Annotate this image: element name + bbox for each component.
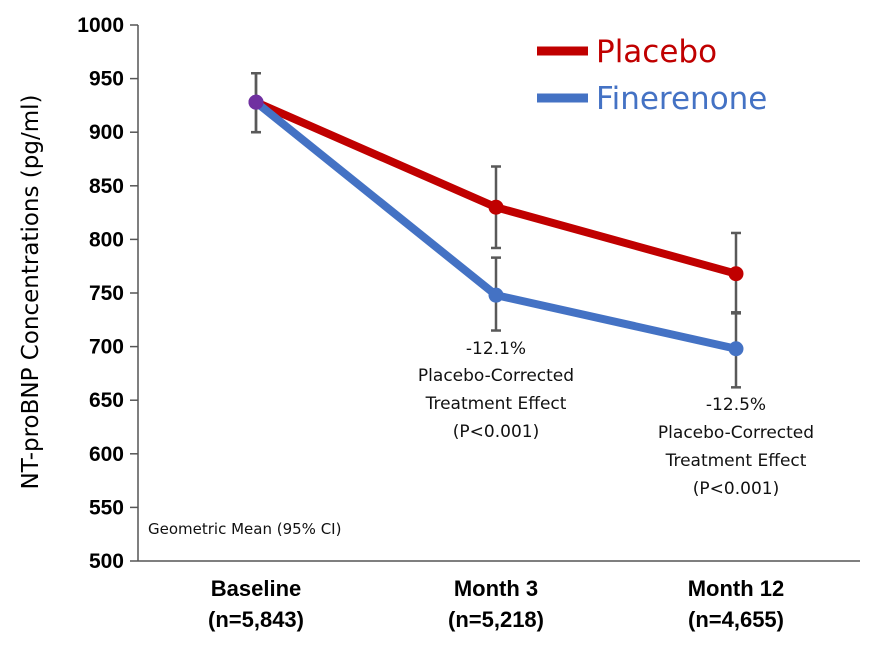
y-axis-label: NT-proBNP Concentrations (pg/ml) (18, 95, 44, 490)
y-tick-label: 1000 (77, 14, 124, 37)
y-tick-label: 550 (89, 496, 124, 519)
y-tick-label: 500 (89, 550, 124, 573)
note-geometric-mean: Geometric Mean (95% CI) (148, 520, 341, 538)
x-tick-sublabel: (n=5,218) (448, 607, 544, 632)
annotation-month12-line: -12.5% (706, 395, 766, 415)
x-tick-sublabel: (n=4,655) (688, 607, 784, 632)
y-tick-label: 600 (89, 443, 124, 466)
annotation-month12: -12.5% Placebo-Corrected Treatment Effec… (658, 395, 814, 499)
y-tick-label: 900 (89, 121, 124, 144)
y-tick-label: 750 (89, 282, 124, 305)
annotation-month3-line: Placebo-Corrected (418, 366, 574, 386)
text-layer: NT-proBNP Concentrations (pg/ml) Geometr… (18, 34, 814, 538)
y-tick-label: 700 (89, 336, 124, 359)
annotation-month3-line: -12.1% (466, 339, 526, 359)
legend-label-finerenone: Finerenone (596, 81, 767, 117)
data-point-finerenone (728, 341, 744, 357)
x-tick-label: Month 12 (688, 576, 785, 601)
annotation-month12-line: Placebo-Corrected (658, 423, 814, 443)
series-layer (248, 71, 744, 389)
y-tick-label: 950 (89, 68, 124, 91)
annotation-month12-line: (P<0.001) (693, 479, 779, 499)
data-point-placebo (488, 199, 504, 215)
annotation-month12-line: Treatment Effect (665, 451, 807, 471)
x-tick-label: Baseline (211, 576, 302, 601)
annotation-month3-line: Treatment Effect (425, 394, 567, 414)
data-point-finerenone (248, 94, 264, 110)
legend-label-placebo: Placebo (596, 34, 717, 70)
annotation-month3: -12.1% Placebo-Corrected Treatment Effec… (418, 339, 574, 442)
data-point-finerenone (488, 287, 504, 303)
y-tick-label: 850 (89, 175, 124, 198)
y-tick-label: 800 (89, 228, 124, 251)
x-tick-label: Month 3 (454, 576, 538, 601)
legend: Placebo Finerenone (537, 34, 767, 117)
data-point-placebo (728, 266, 744, 282)
x-tick-sublabel: (n=5,843) (208, 607, 304, 632)
annotation-month3-line: (P<0.001) (453, 422, 539, 442)
axes-layer: 500 550 600 650 700 750 800 850 900 950 1000 Baseli… (77, 14, 860, 632)
y-tick-label: 650 (89, 389, 124, 412)
